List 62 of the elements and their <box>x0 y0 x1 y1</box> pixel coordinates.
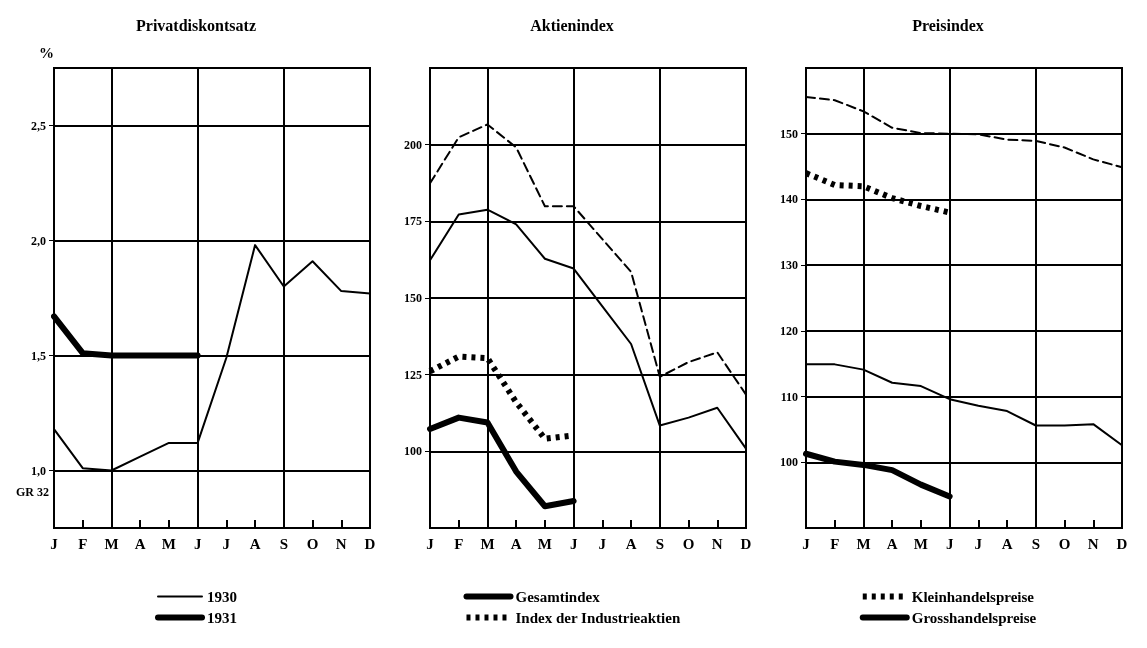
x-tick-label: J <box>222 535 231 552</box>
x-tick-label: S <box>1031 535 1040 552</box>
x-tick-label: D <box>364 535 376 552</box>
x-tick-label: M <box>537 535 552 552</box>
x-tick-label: D <box>740 535 752 552</box>
legend-label: Gesamtindex <box>515 588 601 605</box>
x-tick-label: A <box>510 535 522 552</box>
y-tick-label: 1,5 <box>31 348 46 363</box>
y-tick-label: 100 <box>780 455 798 470</box>
y-tick-label: 120 <box>780 323 798 338</box>
y-tick-label: 2,5 <box>31 118 46 133</box>
x-tick-label: J <box>802 535 811 552</box>
x-tick-label: S <box>279 535 288 552</box>
y-axis-title: % <box>39 44 54 61</box>
x-tick-label: N <box>711 535 723 552</box>
y-tick-label: 175 <box>404 214 422 229</box>
legend-label: Grosshandelspreise <box>911 609 1037 626</box>
x-tick-label: D <box>1116 535 1128 552</box>
x-tick-label: J <box>974 535 983 552</box>
x-tick-label: J <box>193 535 202 552</box>
x-tick-label: S <box>655 535 664 552</box>
x-tick-label: J <box>50 535 59 552</box>
y-tick-label: 130 <box>780 258 798 273</box>
x-tick-label: J <box>426 535 435 552</box>
x-tick-label: A <box>249 535 261 552</box>
x-tick-label: F <box>830 535 840 552</box>
y-tick-label: 200 <box>404 137 422 152</box>
legend-label: Index der Industrieaktien <box>515 609 681 626</box>
x-tick-label: A <box>886 535 898 552</box>
chart-title: Aktienindex <box>530 16 614 34</box>
x-tick-label: M <box>856 535 871 552</box>
y-tick-label: 1,0 <box>31 463 46 478</box>
x-tick-label: A <box>1001 535 1013 552</box>
chart-title: Preisindex <box>912 16 984 34</box>
x-tick-label: J <box>598 535 607 552</box>
y-tick-label: 125 <box>404 367 422 382</box>
x-tick-label: M <box>913 535 928 552</box>
x-tick-label: N <box>1087 535 1099 552</box>
x-tick-label: M <box>104 535 119 552</box>
x-tick-label: O <box>682 535 695 552</box>
x-tick-label: A <box>134 535 146 552</box>
chart-title: Privatdiskontsatz <box>136 16 256 34</box>
legend-label: 1931 <box>207 609 237 626</box>
x-tick-label: J <box>569 535 578 552</box>
text: GR 32 <box>16 485 49 499</box>
x-tick-label: J <box>945 535 954 552</box>
legend-label: 1930 <box>207 588 237 605</box>
y-tick-label: 150 <box>780 126 798 141</box>
y-tick-label: 150 <box>404 291 422 305</box>
x-tick-label: O <box>306 535 319 552</box>
y-tick-label: 140 <box>780 192 798 207</box>
x-tick-label: O <box>1058 535 1071 552</box>
y-tick-label: 110 <box>780 389 798 404</box>
legend-label: Kleinhandelspreise <box>911 588 1035 605</box>
y-tick-label: 2,0 <box>31 233 46 248</box>
y-tick-label: 100 <box>404 444 422 459</box>
x-tick-label: N <box>335 535 347 552</box>
x-tick-label: A <box>625 535 637 552</box>
x-tick-label: F <box>454 535 464 552</box>
x-tick-label: M <box>480 535 495 552</box>
x-tick-label: F <box>78 535 88 552</box>
x-tick-label: M <box>161 535 176 552</box>
